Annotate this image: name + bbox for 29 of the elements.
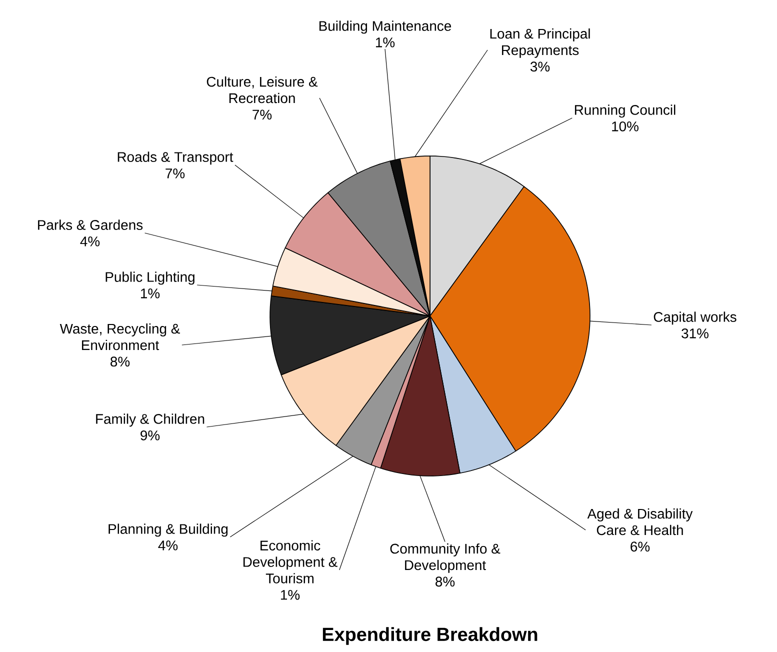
data-label: 4% xyxy=(80,236,100,246)
data-label: 1% xyxy=(376,38,395,48)
slice-label: Building Maintenance xyxy=(319,20,452,34)
data-label: 9% xyxy=(140,430,160,440)
slice-label: Community Info & Development xyxy=(390,543,500,573)
data-label: 7% xyxy=(252,110,272,120)
data-label: 1% xyxy=(140,288,160,298)
slice-label: Economic Development & Tourism xyxy=(243,540,338,584)
data-label: 3% xyxy=(530,62,550,72)
slice-label: Parks & Gardens xyxy=(38,220,143,230)
slice-label: Public Lighting xyxy=(106,272,194,285)
data-label: 31% xyxy=(682,328,708,338)
slice-label: Running Council xyxy=(574,104,676,118)
data-label: 1% xyxy=(280,590,300,600)
slice-label: Capital works xyxy=(654,312,736,325)
data-label: 8% xyxy=(110,356,130,367)
data-label: 10% xyxy=(612,121,638,132)
slice-label: Culture, Leisure & Recreation xyxy=(206,76,318,104)
data-label: 7% xyxy=(166,168,185,178)
data-label: 6% xyxy=(630,542,650,552)
slice-label: Waste, Recycling & Environment xyxy=(60,323,180,350)
slice-label: Family & Children xyxy=(96,414,204,427)
text: Expenditure Breakdown xyxy=(322,627,538,645)
slice-label: Roads & Transport xyxy=(118,152,234,165)
data-label: 4% xyxy=(158,540,178,550)
slice-label: Planning & Building xyxy=(108,524,228,537)
data-label: 8% xyxy=(436,576,455,587)
slice-label: Aged & Disability Care & Health xyxy=(587,508,693,536)
slice-label: Loan & Principal Repayments xyxy=(490,28,590,58)
